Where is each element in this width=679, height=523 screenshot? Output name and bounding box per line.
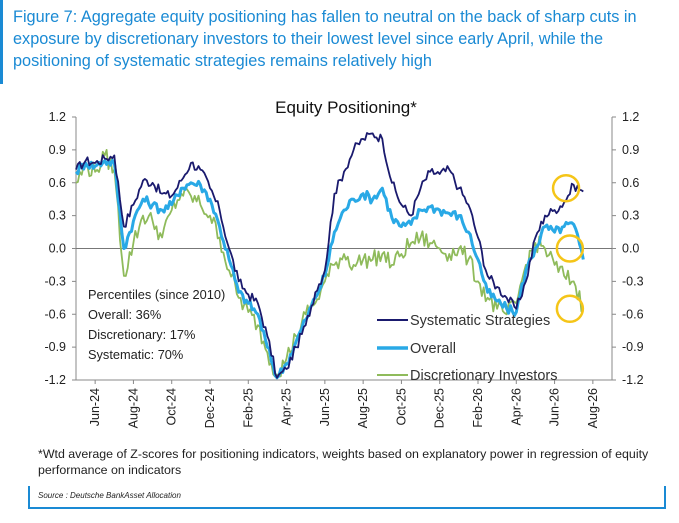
source-note: Source : Deutsche BankAsset Allocation — [38, 491, 181, 500]
legend-label-systematic: Systematic Strategies — [410, 313, 550, 329]
x-tick-label: Dec-24 — [203, 388, 217, 428]
legend-label-overall: Overall — [410, 341, 456, 357]
bottom-rule — [28, 507, 666, 509]
highlight-circle — [555, 234, 585, 263]
series-line-systematic — [75, 132, 584, 379]
y-tick-label-right: -1.2 — [622, 373, 644, 387]
y-tick-label-left: 0.3 — [49, 209, 66, 223]
highlight-circle — [551, 173, 581, 203]
x-tick-label: Aug-24 — [126, 388, 140, 428]
legend: Systematic Strategies Overall Discretionar… — [377, 313, 557, 384]
y-tick-label-left: -0.3 — [44, 274, 66, 288]
axes: 1.2 1.2 0.9 0.9 0.6 0.6 0.3 0.3 0.0 0.0 -0.3 -0.3 -0… — [44, 110, 643, 428]
y-tick-label-right: 0.3 — [622, 209, 639, 223]
series-line-discretionary — [75, 149, 585, 378]
series-layer — [74, 132, 585, 380]
x-tick-label: Dec-25 — [433, 388, 447, 428]
y-tick-label-left: 0.0 — [49, 242, 66, 256]
figure-title: Figure 7: Aggregate equity positioning h… — [13, 8, 637, 70]
y-tick-label-right: -0.3 — [622, 274, 644, 288]
legend-label-discretionary: Discretionary Investors — [410, 368, 557, 384]
x-tick-label: Apr-25 — [280, 388, 294, 426]
x-tick-label: Oct-25 — [394, 388, 408, 426]
y-tick-label-right: 0.6 — [622, 176, 639, 190]
equity-positioning-chart: Equity Positioning* 1.2 1.2 0.9 0.9 0.6 0.6 0.… — [44, 98, 643, 428]
chart-title: Equity Positioning* — [275, 98, 417, 117]
y-tick-label-left: 0.6 — [49, 176, 66, 190]
x-tick-label: Feb-26 — [471, 388, 485, 428]
x-tick-label: Jun-24 — [88, 388, 102, 426]
y-tick-label-right: 0.9 — [622, 143, 639, 157]
y-tick-label-right: -0.9 — [622, 340, 644, 354]
y-tick-label-left: 1.2 — [49, 110, 66, 124]
x-tick-label: Jun-26 — [548, 388, 562, 426]
footnote: *Wtd average of Z-scores for positioning… — [38, 447, 649, 477]
y-tick-label-left: 0.9 — [49, 143, 66, 157]
percentile-line: Overall: 36% — [88, 307, 161, 322]
highlight-circle — [555, 294, 585, 324]
y-tick-label-left: -1.2 — [44, 373, 66, 387]
percentile-line: Systematic: 70% — [88, 347, 183, 362]
x-tick-label: Oct-24 — [165, 388, 179, 426]
y-tick-label-right: -0.6 — [622, 307, 644, 321]
x-tick-label: Jun-25 — [318, 388, 332, 426]
y-tick-label-right: 0.0 — [622, 242, 639, 256]
x-tick-label: Aug-26 — [586, 388, 600, 428]
figure-header: Figure 7: Aggregate equity positioning h… — [0, 0, 673, 84]
annotation-layer: Percentiles (since 2010) Overall: 36% Disc… — [88, 173, 585, 362]
series-line-overall — [74, 158, 585, 380]
percentile-line: Discretionary: 17% — [88, 327, 195, 342]
bottom-rule-right-tick — [664, 486, 666, 509]
percentiles-title: Percentiles (since 2010) — [88, 287, 225, 302]
x-tick-label: Aug-25 — [356, 388, 370, 428]
x-tick-label: Apr-26 — [509, 388, 523, 426]
y-tick-label-left: -0.9 — [44, 340, 66, 354]
y-tick-label-right: 1.2 — [622, 110, 639, 124]
x-tick-label: Feb-25 — [241, 388, 255, 428]
bottom-rule-left-tick — [28, 486, 30, 509]
y-tick-label-left: -0.6 — [44, 307, 66, 321]
